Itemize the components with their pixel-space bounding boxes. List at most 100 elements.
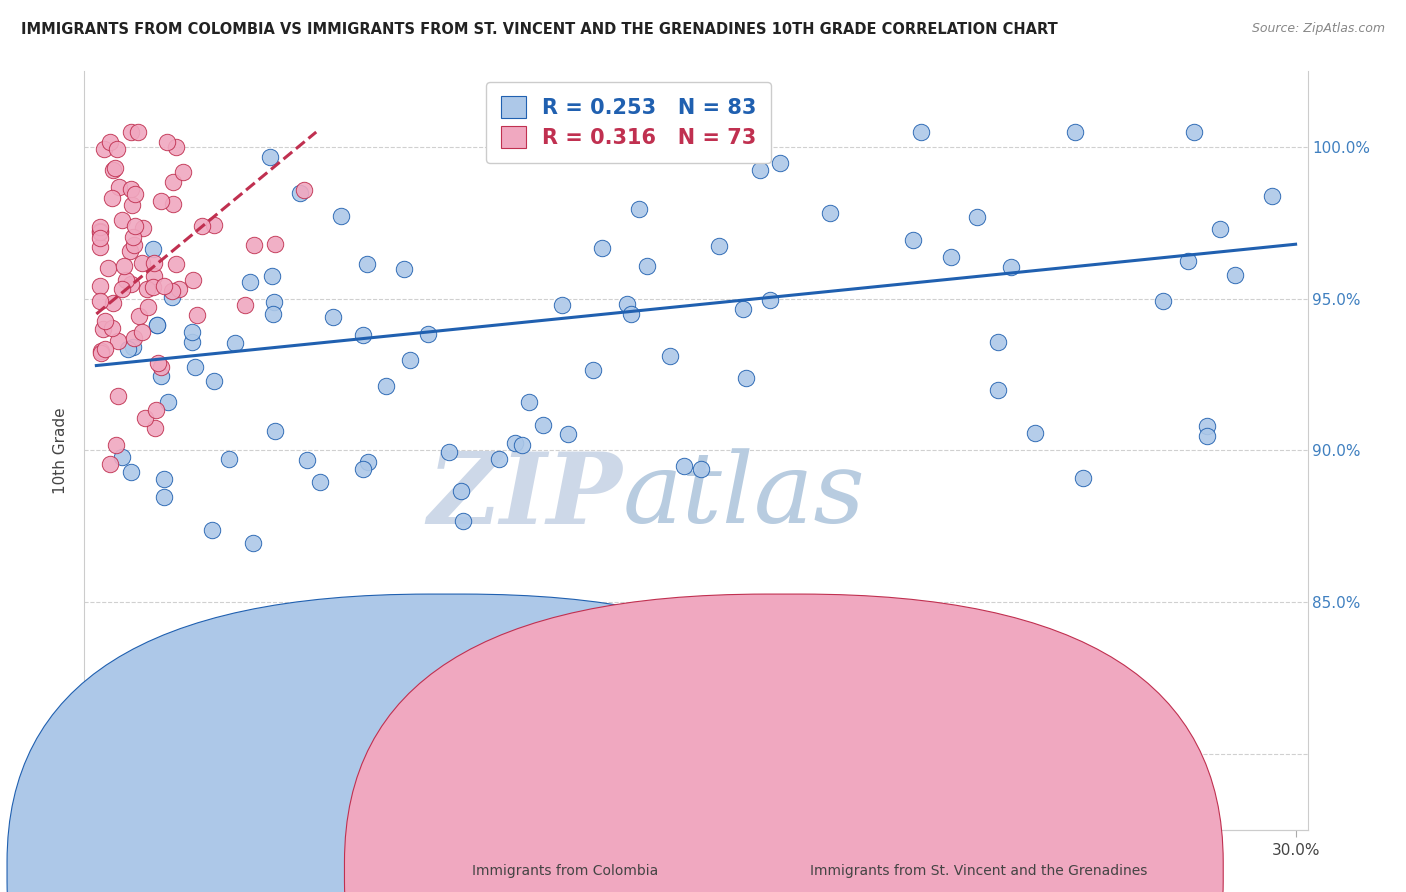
Point — [330, 210, 353, 224]
Point — [533, 417, 555, 432]
Point — [186, 308, 208, 322]
Point — [91, 322, 114, 336]
Point — [101, 162, 124, 177]
Point — [100, 321, 122, 335]
Point — [148, 356, 170, 370]
Point — [243, 238, 266, 252]
Point — [218, 452, 240, 467]
Point — [89, 230, 111, 244]
Point — [107, 142, 129, 156]
Point — [101, 191, 124, 205]
Point — [94, 314, 117, 328]
Point — [818, 206, 841, 220]
Point — [181, 273, 204, 287]
Point — [503, 436, 526, 450]
Point — [142, 269, 165, 284]
Point — [115, 273, 138, 287]
Point — [157, 394, 180, 409]
Point — [160, 290, 183, 304]
Point — [111, 450, 134, 464]
Point — [142, 242, 165, 256]
Point — [165, 140, 187, 154]
Point — [1223, 268, 1246, 282]
Point — [89, 278, 111, 293]
Point — [89, 294, 111, 309]
Point — [392, 261, 415, 276]
Point — [131, 256, 153, 270]
Point — [117, 343, 139, 357]
Point — [659, 349, 682, 363]
Point — [901, 233, 924, 247]
Point — [734, 370, 756, 384]
Point — [910, 125, 932, 139]
Point — [107, 389, 129, 403]
Point — [292, 183, 315, 197]
Point — [181, 325, 204, 339]
Point — [242, 535, 264, 549]
Point — [352, 328, 374, 343]
Point — [202, 374, 225, 388]
Point — [557, 426, 579, 441]
Point — [146, 318, 169, 332]
Point — [264, 236, 287, 251]
Point — [149, 369, 172, 384]
Point — [124, 219, 146, 233]
Point — [673, 458, 696, 473]
Point — [169, 282, 191, 296]
Point — [122, 340, 145, 354]
Point — [1197, 428, 1219, 442]
Point — [93, 342, 115, 356]
Point — [127, 125, 149, 139]
Point — [93, 142, 115, 156]
Point — [591, 241, 613, 255]
Text: Immigrants from Colombia: Immigrants from Colombia — [472, 864, 658, 879]
Point — [437, 445, 460, 459]
Point — [707, 239, 730, 253]
Point — [1071, 471, 1094, 485]
Point — [1177, 254, 1199, 268]
Point — [98, 135, 121, 149]
Point — [939, 251, 962, 265]
Point — [162, 285, 184, 299]
Point — [322, 310, 344, 324]
Point — [162, 175, 184, 189]
Point — [517, 395, 540, 409]
Point — [143, 421, 166, 435]
Point — [357, 455, 380, 469]
Point — [181, 335, 204, 350]
Point — [122, 331, 145, 345]
Point — [290, 186, 312, 200]
Point — [260, 268, 283, 283]
Point — [264, 424, 287, 438]
Point — [616, 297, 638, 311]
Point — [124, 187, 146, 202]
Point — [120, 125, 142, 139]
Point — [136, 301, 159, 315]
Point — [356, 257, 378, 271]
Point — [120, 277, 142, 291]
Point — [152, 490, 174, 504]
Point — [104, 161, 127, 175]
Point — [352, 462, 374, 476]
Point — [143, 255, 166, 269]
Point — [1024, 426, 1046, 441]
Point — [1000, 260, 1022, 275]
Point — [153, 279, 176, 293]
Point — [202, 218, 225, 232]
Point — [142, 280, 165, 294]
Point — [165, 257, 187, 271]
Point — [121, 198, 143, 212]
Point — [110, 212, 132, 227]
Legend: R = 0.253   N = 83, R = 0.316   N = 73: R = 0.253 N = 83, R = 0.316 N = 73 — [486, 82, 772, 162]
Point — [637, 260, 659, 274]
Point — [550, 298, 572, 312]
Point — [107, 334, 129, 348]
Point — [89, 220, 111, 235]
Point — [97, 261, 120, 276]
Point — [90, 346, 112, 360]
Y-axis label: 10th Grade: 10th Grade — [53, 407, 69, 494]
Point — [262, 307, 284, 321]
Point — [450, 483, 472, 498]
Point — [145, 403, 167, 417]
Point — [108, 180, 131, 194]
